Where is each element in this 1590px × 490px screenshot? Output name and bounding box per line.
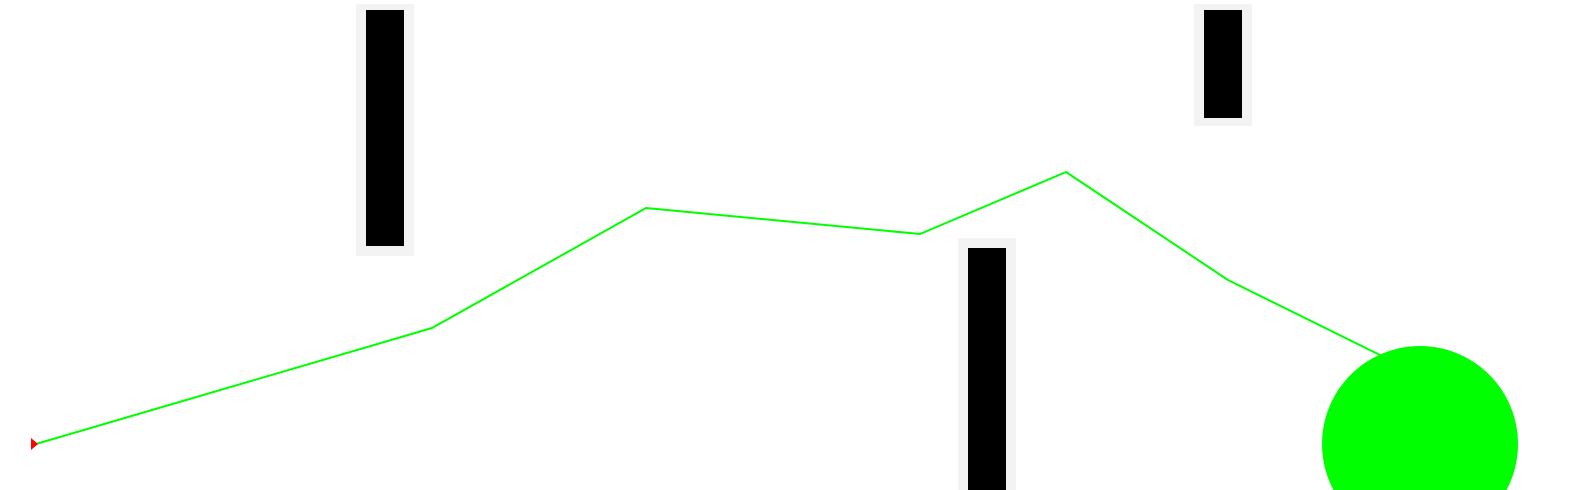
start-marker-icon [31, 438, 38, 450]
obstacle-1 [366, 10, 404, 246]
path-line [35, 171, 1383, 445]
obstacle-3 [968, 248, 1006, 490]
goal-circle-icon [1322, 346, 1518, 490]
obstacle-2 [1204, 10, 1242, 118]
